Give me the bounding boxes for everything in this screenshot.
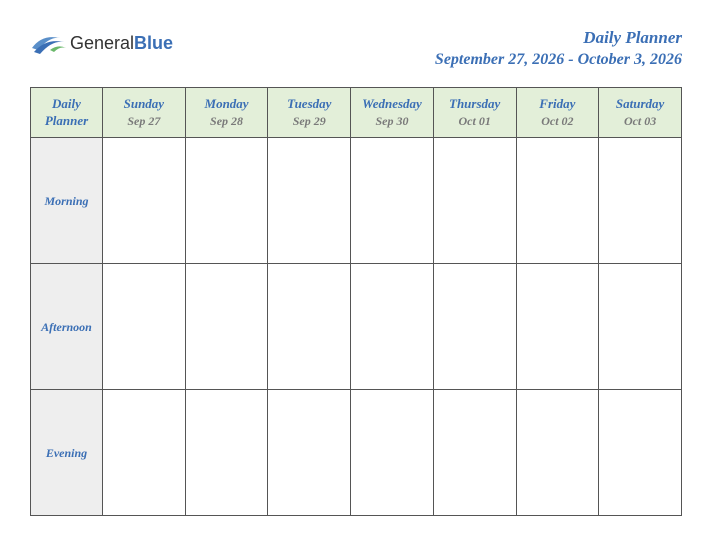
page-header: GeneralBlue Daily Planner September 27, … <box>30 28 682 69</box>
day-name: Monday <box>190 96 264 112</box>
corner-label-2: Planner <box>45 113 88 128</box>
logo-text: GeneralBlue <box>70 33 173 54</box>
row-afternoon: Afternoon <box>31 264 682 390</box>
slot-cell[interactable] <box>103 390 186 516</box>
page-title: Daily Planner <box>435 28 682 48</box>
time-label: Morning <box>44 194 88 208</box>
logo-text-blue: Blue <box>134 33 173 53</box>
slot-cell[interactable] <box>351 138 434 264</box>
day-header-tuesday: Tuesday Sep 29 <box>268 88 351 138</box>
time-cell-morning: Morning <box>31 138 103 264</box>
header-right: Daily Planner September 27, 2026 - Octob… <box>435 28 682 69</box>
day-name: Thursday <box>438 96 512 112</box>
slot-cell[interactable] <box>268 138 351 264</box>
logo-swoosh-icon <box>30 30 68 56</box>
day-date: Oct 01 <box>438 114 512 129</box>
slot-cell[interactable] <box>433 264 516 390</box>
logo: GeneralBlue <box>30 30 173 56</box>
slot-cell[interactable] <box>185 264 268 390</box>
corner-cell: Daily Planner <box>31 88 103 138</box>
day-name: Tuesday <box>272 96 346 112</box>
logo-text-general: General <box>70 33 134 53</box>
day-header-sunday: Sunday Sep 27 <box>103 88 186 138</box>
planner-table: Daily Planner Sunday Sep 27 Monday Sep 2… <box>30 87 682 516</box>
time-cell-afternoon: Afternoon <box>31 264 103 390</box>
header-row: Daily Planner Sunday Sep 27 Monday Sep 2… <box>31 88 682 138</box>
date-range: September 27, 2026 - October 3, 2026 <box>435 51 682 69</box>
time-cell-evening: Evening <box>31 390 103 516</box>
slot-cell[interactable] <box>516 138 599 264</box>
day-name: Wednesday <box>355 96 429 112</box>
time-label: Afternoon <box>41 320 92 334</box>
day-header-monday: Monday Sep 28 <box>185 88 268 138</box>
slot-cell[interactable] <box>516 390 599 516</box>
slot-cell[interactable] <box>599 264 682 390</box>
day-date: Oct 02 <box>521 114 595 129</box>
slot-cell[interactable] <box>516 264 599 390</box>
slot-cell[interactable] <box>351 264 434 390</box>
slot-cell[interactable] <box>351 390 434 516</box>
day-header-wednesday: Wednesday Sep 30 <box>351 88 434 138</box>
day-name: Saturday <box>603 96 677 112</box>
slot-cell[interactable] <box>185 390 268 516</box>
slot-cell[interactable] <box>103 264 186 390</box>
slot-cell[interactable] <box>433 138 516 264</box>
row-morning: Morning <box>31 138 682 264</box>
day-date: Sep 28 <box>190 114 264 129</box>
slot-cell[interactable] <box>268 264 351 390</box>
day-date: Sep 29 <box>272 114 346 129</box>
slot-cell[interactable] <box>268 390 351 516</box>
day-header-saturday: Saturday Oct 03 <box>599 88 682 138</box>
slot-cell[interactable] <box>103 138 186 264</box>
slot-cell[interactable] <box>433 390 516 516</box>
slot-cell[interactable] <box>185 138 268 264</box>
day-header-friday: Friday Oct 02 <box>516 88 599 138</box>
corner-label-1: Daily <box>52 96 81 111</box>
day-name: Sunday <box>107 96 181 112</box>
slot-cell[interactable] <box>599 138 682 264</box>
day-name: Friday <box>521 96 595 112</box>
row-evening: Evening <box>31 390 682 516</box>
day-date: Sep 30 <box>355 114 429 129</box>
day-date: Sep 27 <box>107 114 181 129</box>
slot-cell[interactable] <box>599 390 682 516</box>
day-header-thursday: Thursday Oct 01 <box>433 88 516 138</box>
day-date: Oct 03 <box>603 114 677 129</box>
time-label: Evening <box>46 446 87 460</box>
